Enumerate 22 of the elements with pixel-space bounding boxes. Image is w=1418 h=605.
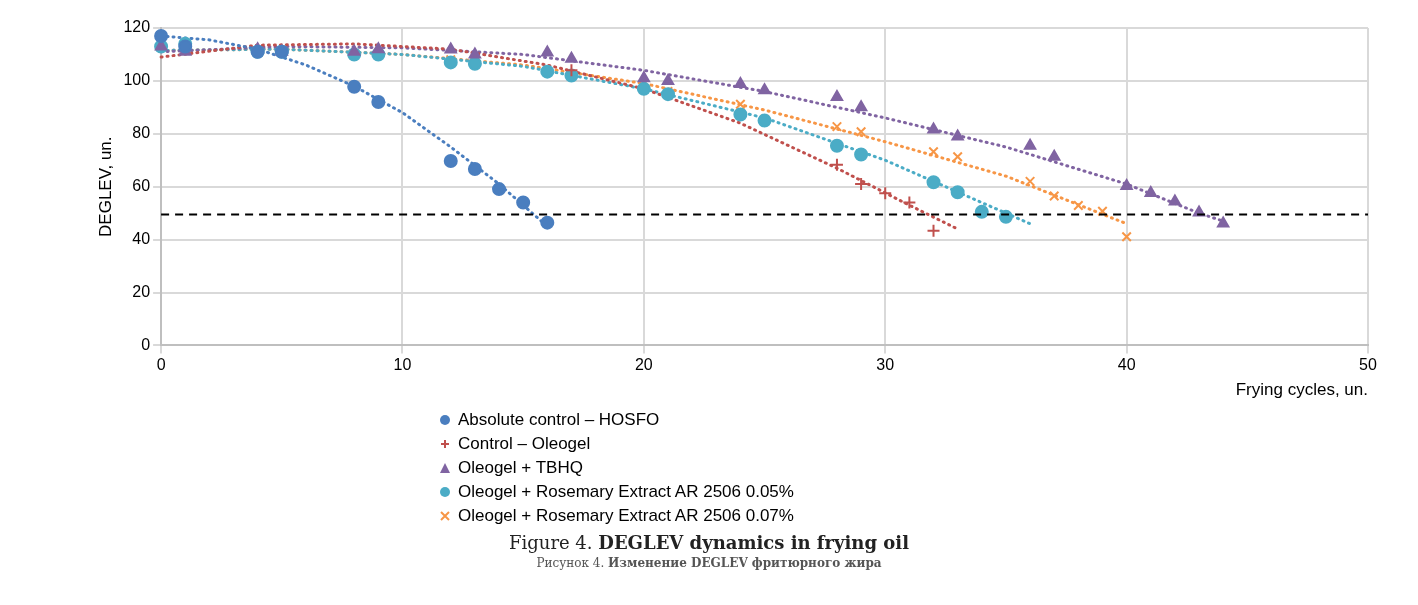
x-tick-label: 20 bbox=[634, 356, 653, 374]
x-tick-label: 40 bbox=[1117, 356, 1136, 374]
legend-label: Control – Oleogel bbox=[458, 433, 591, 455]
x-axis-title: Frying cycles, un. bbox=[1235, 380, 1368, 400]
text: Figure 4. DEGLEV dynamics in frying oil bbox=[508, 532, 910, 553]
y-tick-label: 120 bbox=[123, 18, 151, 36]
y-tick-label: 40 bbox=[132, 230, 151, 248]
y-tick-label: 60 bbox=[132, 177, 151, 195]
legend-label: Oleogel + TBHQ bbox=[458, 457, 583, 479]
text: Рисунок 4. Изменение DEGLEV фритюрного жира bbox=[535, 556, 883, 570]
y-tick-label: 0 bbox=[141, 335, 151, 353]
x-tick-label: 0 bbox=[156, 356, 166, 374]
y-axis-title: DEGLEV, un. bbox=[95, 136, 115, 237]
y-tick-label: 80 bbox=[132, 124, 151, 142]
legend-label: Oleogel + Rosemary Extract AR 2506 0.05% bbox=[458, 481, 794, 503]
x-tick-label: 30 bbox=[876, 356, 895, 374]
legend-label: Oleogel + Rosemary Extract AR 2506 0.07% bbox=[458, 505, 794, 527]
y-tick-label: 20 bbox=[132, 282, 151, 300]
x-tick-label: 10 bbox=[393, 356, 412, 374]
y-tick-label: 100 bbox=[123, 71, 151, 89]
legend-label: Absolute control – HOSFO bbox=[458, 409, 660, 431]
x-tick-label: 50 bbox=[1359, 356, 1377, 374]
